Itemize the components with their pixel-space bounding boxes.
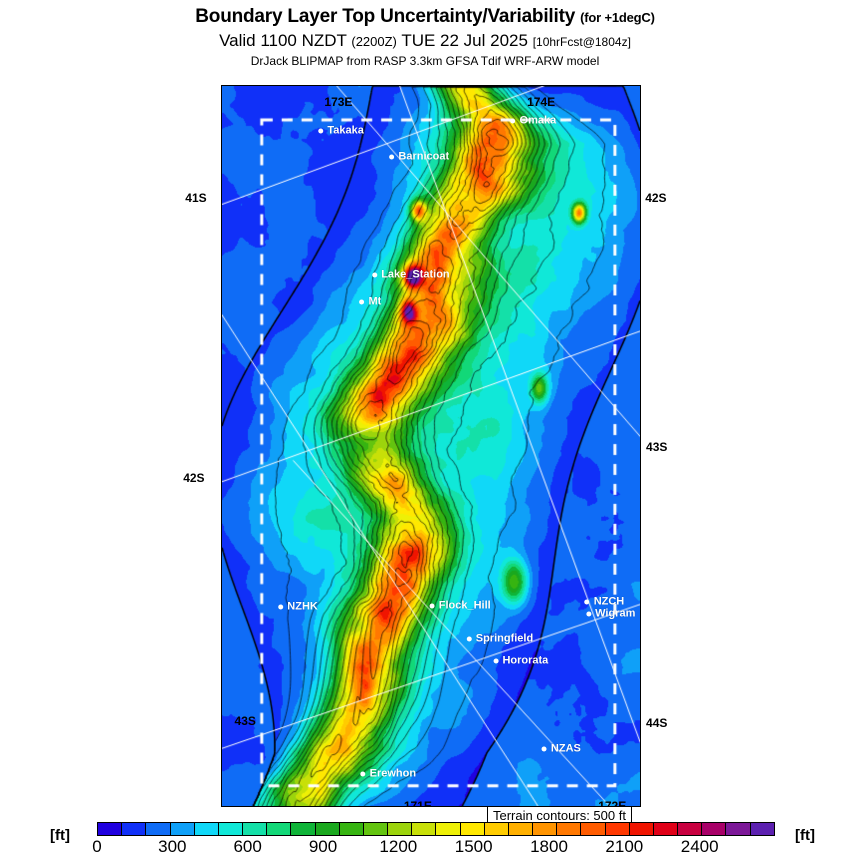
colorbar-scale	[97, 822, 775, 836]
colorbar-swatch	[315, 823, 340, 835]
colorbar-tick: 300	[158, 837, 187, 856]
colorbar-swatch	[436, 823, 461, 835]
colorbar-swatch	[460, 823, 485, 835]
title-main-text: Boundary Layer Top Uncertainty/Variabili…	[195, 6, 576, 27]
colorbar-swatch	[243, 823, 268, 835]
colorbar-swatch	[388, 823, 413, 835]
colorbar-swatch	[412, 823, 437, 835]
colorbar-swatch	[98, 823, 123, 835]
graticule-label: 42S	[183, 470, 205, 485]
valid-local-time: Valid 1100 NZDT	[219, 31, 347, 50]
colorbar-swatch	[484, 823, 509, 835]
colorbar-unit-right: [ft]	[795, 827, 815, 844]
colorbar-swatch	[339, 823, 364, 835]
colorbar-tick: 2100	[605, 837, 644, 856]
graticule-label: 42S	[645, 191, 667, 206]
colorbar-swatch	[508, 823, 534, 835]
valid-date: TUE 22 Jul 2025	[401, 31, 528, 50]
colorbar-swatch	[146, 823, 171, 835]
colorbar-area: [ft] [ft] 0 300 600 900 1200 1500 1800 2100 2400	[0, 820, 850, 860]
colorbar-swatch	[557, 823, 582, 835]
map-raster-layer	[222, 86, 640, 806]
colorbar-swatch	[533, 823, 558, 835]
colorbar-swatch	[267, 823, 292, 835]
colorbar-swatch	[702, 823, 727, 835]
colorbar-tick-labels: 0 300 600 900 1200 1500 1800 2100 2400	[92, 837, 775, 859]
colorbar-swatch	[678, 823, 703, 835]
colorbar-tick: 0	[92, 837, 102, 856]
colorbar-swatch	[750, 823, 774, 835]
colorbar-swatch	[291, 823, 316, 835]
colorbar-tick: 600	[233, 837, 262, 856]
valid-time-line: Valid 1100 NZDT (2200Z) TUE 22 Jul 2025 …	[0, 31, 850, 51]
colorbar-swatch	[170, 823, 195, 835]
title-block: Boundary Layer Top Uncertainty/Variabili…	[0, 0, 850, 68]
colorbar-tick: 1500	[454, 837, 493, 856]
colorbar-swatch	[605, 823, 630, 835]
colorbar-tick: 900	[308, 837, 338, 856]
forecast-map[interactable]: Takaka Omaka Barnicoat Lake_Station Mt NZHK Fl…	[221, 85, 641, 807]
valid-utc-time: (2200Z)	[351, 34, 397, 49]
colorbar-swatch	[122, 823, 147, 835]
colorbar-swatch	[218, 823, 244, 835]
graticule-label: 41S	[185, 191, 207, 206]
graticule-label: 44S	[646, 716, 668, 731]
colorbar-unit-left: [ft]	[50, 827, 70, 844]
colorbar-swatch	[363, 823, 389, 835]
colorbar-tick: 2400	[680, 837, 719, 856]
colorbar-tick: 1800	[530, 837, 568, 856]
colorbar-swatch	[194, 823, 219, 835]
colorbar-swatch	[629, 823, 654, 835]
colorbar-swatch	[726, 823, 751, 835]
colorbar-swatch	[653, 823, 679, 835]
graticule-label: 43S	[646, 440, 668, 455]
model-source-line: DrJack BLIPMAP from RASP 3.3km GFSA Tdif…	[250, 54, 600, 68]
page-title: Boundary Layer Top Uncertainty/Variabili…	[0, 6, 850, 28]
colorbar-swatch	[581, 823, 606, 835]
forecast-tag: [10hrFcst@1804z]	[532, 35, 631, 49]
colorbar-tick: 1200	[379, 837, 418, 856]
terrain-contour-legend: Terrain contours: 500 ft	[487, 806, 632, 826]
title-suffix-text: (for +1degC)	[580, 10, 655, 25]
